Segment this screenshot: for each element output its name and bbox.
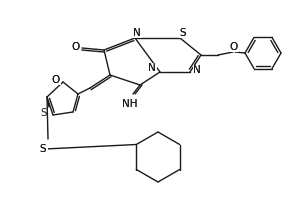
Text: O: O	[71, 42, 79, 52]
Text: S: S	[40, 144, 46, 154]
Text: N: N	[193, 65, 201, 75]
Text: S: S	[180, 28, 186, 38]
Text: N: N	[193, 65, 201, 75]
Text: O: O	[230, 42, 238, 52]
Bar	[70, 42, 80, 52]
Text: S: S	[180, 28, 186, 38]
Bar	[123, 99, 137, 109]
Text: O: O	[71, 42, 79, 52]
Bar	[193, 65, 202, 75]
Bar	[230, 42, 238, 52]
Text: O: O	[52, 75, 60, 85]
Text: N: N	[148, 63, 156, 73]
Bar	[38, 144, 47, 154]
Bar	[52, 75, 61, 85]
Text: S: S	[41, 108, 47, 118]
Text: NH: NH	[122, 99, 138, 109]
Text: N: N	[148, 63, 156, 73]
Bar	[178, 28, 188, 38]
Bar	[133, 28, 142, 38]
Text: N: N	[133, 28, 141, 38]
Text: O: O	[52, 75, 60, 85]
Text: S: S	[40, 144, 46, 154]
Text: O: O	[230, 42, 238, 52]
Text: NH: NH	[122, 99, 138, 109]
Text: N: N	[133, 28, 141, 38]
Bar	[148, 63, 157, 73]
